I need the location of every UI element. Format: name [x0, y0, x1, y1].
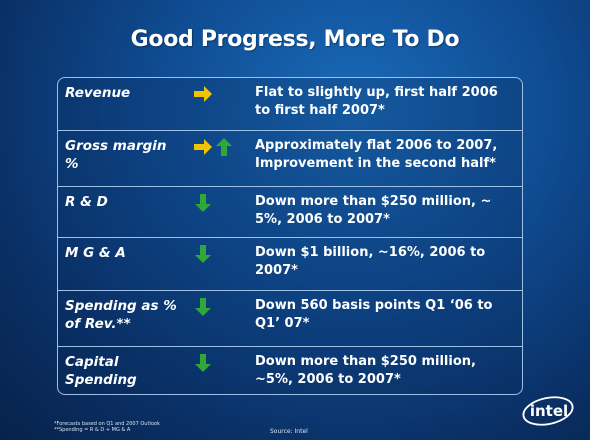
arrow-right-icon — [194, 86, 212, 102]
row-indicators — [188, 243, 248, 267]
row-label: Spending as % of Rev.** — [65, 298, 177, 332]
row-description: Flat to slightly up, first half 2006 to … — [255, 85, 498, 118]
summary-table: Revenue Flat to slightly up, first half … — [57, 77, 523, 395]
footnote-spending: **Spending = R & D + MG & A — [54, 427, 131, 433]
row-indicators — [188, 296, 248, 320]
row-indicators — [188, 352, 248, 376]
arrow-down-icon — [195, 194, 211, 212]
row-description: Down more than $250 million, ~5%, 2006 t… — [255, 354, 476, 387]
arrow-down-icon — [195, 245, 211, 263]
table-row-r-and-d: R & D Down more than $250 million, ~ 5%,… — [58, 187, 522, 238]
row-label: M G & A — [65, 245, 126, 261]
arrow-up-icon — [216, 138, 232, 156]
table-row-capital-spending: Capital Spending Down more than $250 mil… — [58, 347, 522, 396]
arrow-down-icon — [195, 298, 211, 316]
row-description: Approximately flat 2006 to 2007, Improve… — [255, 138, 498, 171]
row-indicators — [188, 136, 248, 160]
source-note: Source: Intel — [270, 428, 308, 435]
footnote-forecast: *Forecasts based on Q1 and 2007 Outlook — [54, 421, 160, 427]
row-description: Down more than $250 million, ~ 5%, 2006 … — [255, 194, 492, 227]
intel-logo: intel — [522, 396, 574, 426]
row-label: Capital Spending — [65, 354, 137, 388]
row-description: Down 560 basis points Q1 ‘06 to Q1’ 07* — [255, 298, 493, 331]
arrow-right-icon — [194, 139, 212, 155]
footnotes: *Forecasts based on Q1 and 2007 Outlook … — [54, 421, 160, 433]
row-label: R & D — [65, 194, 108, 210]
row-description: Down $1 billion, ~16%, 2006 to 2007* — [255, 245, 486, 278]
table-row-spending-pct: Spending as % of Rev.** Down 560 basis p… — [58, 291, 522, 347]
table-row-revenue: Revenue Flat to slightly up, first half … — [58, 78, 522, 131]
arrow-down-icon — [195, 354, 211, 372]
row-indicators — [188, 192, 248, 216]
table-row-mg-and-a: M G & A Down $1 billion, ~16%, 2006 to 2… — [58, 238, 522, 291]
table-row-gross-margin: Gross margin % Approximately flat 2006 t… — [58, 131, 522, 187]
row-indicators — [188, 83, 248, 107]
slide-title: Good Progress, More To Do — [130, 27, 460, 52]
row-label: Gross margin % — [65, 138, 167, 172]
row-label: Revenue — [65, 85, 131, 101]
svg-text:intel: intel — [530, 402, 568, 420]
